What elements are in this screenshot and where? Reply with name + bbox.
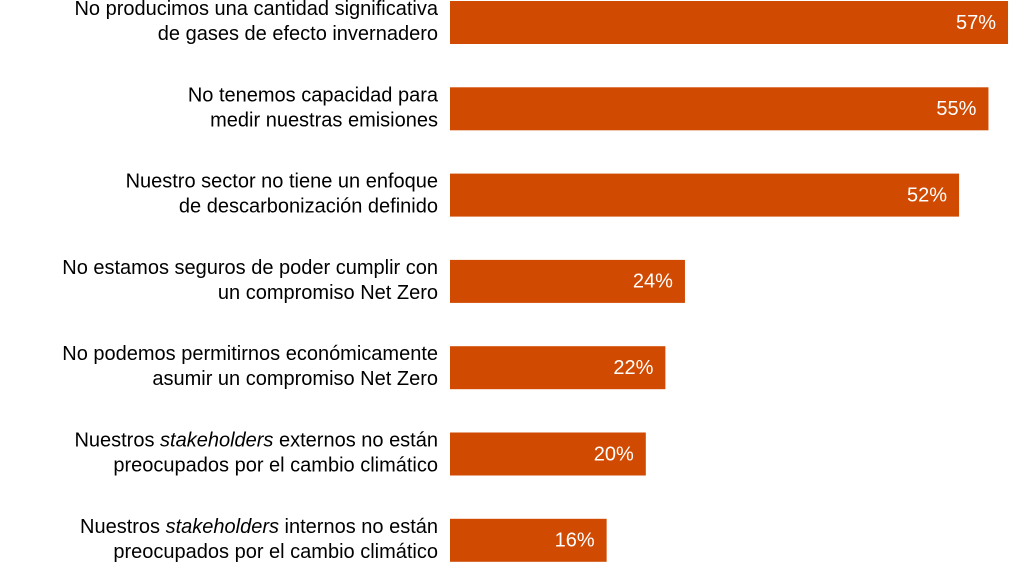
category-label: Nuestros stakeholders externos no están [74,430,438,452]
label-run: Nuestros [74,430,160,452]
bar [450,346,666,390]
category-label: Nuestros stakeholders internos no están [80,516,438,538]
category-label: No estamos seguros de poder cumplir con [62,257,438,279]
label-run: Nuestros [80,516,166,538]
category-label: un compromiso Net Zero [218,282,438,304]
label-run: No tenemos capacidad para [188,85,439,107]
category-label: asumir un compromiso Net Zero [152,368,438,390]
value-label: 52% [907,184,947,206]
label-run: No estamos seguros de poder cumplir con [62,257,438,279]
label-run: stakeholders [160,430,273,452]
category-label: No tenemos capacidad para [188,85,439,107]
value-label: 57% [956,12,996,34]
value-label: 20% [594,443,634,465]
category-label: No podemos permitirnos económicamente [62,343,438,365]
label-run: Nuestro sector no tiene un enfoque [126,171,438,193]
category-label: de gases de efecto invernadero [158,23,438,45]
label-run: externos no están [273,430,438,452]
label-run: internos no están [279,516,438,538]
label-run: No producimos una cantidad significativa [74,0,438,20]
value-label: 16% [555,530,595,552]
label-run: preocupados por el cambio climático [113,455,438,477]
category-label: preocupados por el cambio climático [113,455,438,477]
bar [450,259,685,303]
category-label: preocupados por el cambio climático [113,541,438,563]
label-run: un compromiso Net Zero [218,282,438,304]
label-run: de gases de efecto invernadero [158,23,438,45]
label-run: preocupados por el cambio climático [113,541,438,563]
value-label: 22% [613,357,653,379]
value-label: 24% [633,271,673,293]
category-label: de descarbonización definido [179,196,438,218]
label-run: medir nuestras emisiones [210,110,438,132]
label-run: de descarbonización definido [179,196,438,218]
bar [450,1,1009,44]
label-run: stakeholders [166,516,279,538]
category-label: Nuestro sector no tiene un enfoque [126,171,438,193]
bar [450,518,607,562]
category-label: medir nuestras emisiones [210,110,438,132]
bar [450,173,960,217]
value-label: 55% [936,98,976,120]
category-label: No producimos una cantidad significativa [74,0,438,20]
bar [450,87,989,131]
label-run: asumir un compromiso Net Zero [152,368,438,390]
bar [450,432,646,476]
label-run: No podemos permitirnos económicamente [62,343,438,365]
